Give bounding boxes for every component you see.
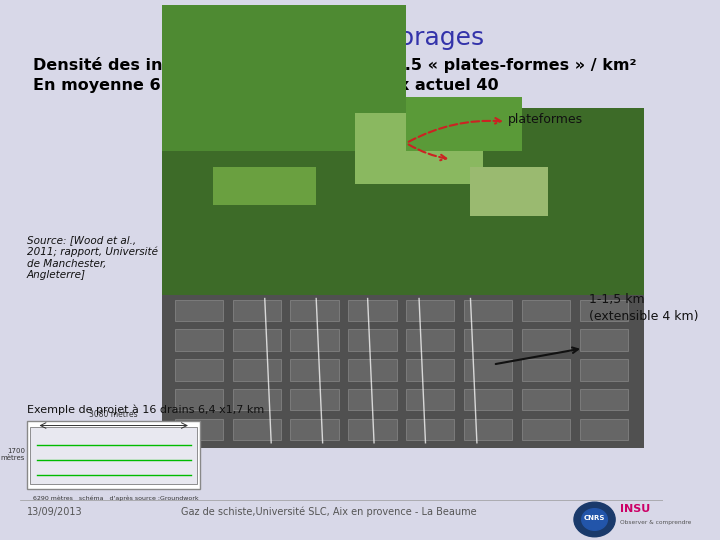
Text: plateformes: plateformes xyxy=(508,113,583,126)
Bar xyxy=(175,418,223,440)
Bar xyxy=(233,389,281,410)
Bar xyxy=(580,418,628,440)
Bar xyxy=(290,389,338,410)
Bar xyxy=(348,359,397,381)
Bar xyxy=(233,359,281,381)
Text: Exemple de projet à 16 drains 6,4 x1,7 km: Exemple de projet à 16 drains 6,4 x1,7 k… xyxy=(27,404,264,415)
Bar xyxy=(355,113,483,184)
Bar xyxy=(580,359,628,381)
Text: 6290 mètres   schéma   d'après source :Groundwork: 6290 mètres schéma d'après source :Groun… xyxy=(33,495,199,501)
Bar xyxy=(30,427,197,484)
Bar xyxy=(290,418,338,440)
Bar xyxy=(348,329,397,351)
Bar xyxy=(464,389,512,410)
Text: CNRS: CNRS xyxy=(584,515,606,522)
Bar xyxy=(175,329,223,351)
Bar xyxy=(233,418,281,440)
Bar xyxy=(290,300,338,321)
Bar xyxy=(233,300,281,321)
Bar xyxy=(522,359,570,381)
Bar xyxy=(464,329,512,351)
Text: La densité des forages: La densité des forages xyxy=(200,24,484,50)
Bar xyxy=(162,5,406,151)
Text: 1-1,5 km
(extensible 4 km): 1-1,5 km (extensible 4 km) xyxy=(590,293,699,323)
Bar xyxy=(580,329,628,351)
Bar xyxy=(290,359,338,381)
Circle shape xyxy=(574,502,615,537)
Bar xyxy=(162,108,644,299)
Text: 3080 mètres: 3080 mètres xyxy=(89,410,138,419)
Text: 1700
mètres: 1700 mètres xyxy=(1,448,25,462)
Bar xyxy=(522,389,570,410)
Bar xyxy=(406,418,454,440)
Text: 13/09/2013: 13/09/2013 xyxy=(27,507,83,517)
Bar xyxy=(348,300,397,321)
Bar xyxy=(406,329,454,351)
Bar xyxy=(464,418,512,440)
Bar xyxy=(290,329,338,351)
Text: Source: [Wood et al.,
2011; rapport, Université
de Manchester,
Angleterre]: Source: [Wood et al., 2011; rapport, Uni… xyxy=(27,235,158,280)
Bar xyxy=(162,295,644,448)
Bar xyxy=(213,167,316,205)
Bar xyxy=(470,167,548,216)
Bar xyxy=(175,300,223,321)
Bar xyxy=(175,359,223,381)
Bar xyxy=(580,300,628,321)
Bar xyxy=(162,108,644,448)
Bar xyxy=(522,329,570,351)
Bar xyxy=(464,300,512,321)
Bar xyxy=(27,421,200,489)
Bar xyxy=(580,389,628,410)
Bar xyxy=(175,389,223,410)
Bar xyxy=(464,359,512,381)
Bar xyxy=(522,418,570,440)
Text: En moyenne 6 puits par plate-forme, max actuel 40: En moyenne 6 puits par plate-forme, max … xyxy=(33,78,499,93)
Circle shape xyxy=(582,509,608,530)
Text: INSU: INSU xyxy=(620,504,650,514)
Bar xyxy=(406,300,454,321)
Text: Densité des infrastructures aux USA : ~3.5 « plates-formes » / km²: Densité des infrastructures aux USA : ~3… xyxy=(33,57,636,73)
Text: Observer & comprendre: Observer & comprendre xyxy=(620,520,691,525)
Bar xyxy=(406,389,454,410)
Text: Gaz de schiste,Université SLC, Aix en provence - La Beaume: Gaz de schiste,Université SLC, Aix en pr… xyxy=(181,507,477,517)
Bar xyxy=(348,418,397,440)
Bar xyxy=(406,97,522,151)
Bar xyxy=(522,300,570,321)
Bar xyxy=(233,329,281,351)
Bar xyxy=(406,359,454,381)
Bar xyxy=(348,389,397,410)
